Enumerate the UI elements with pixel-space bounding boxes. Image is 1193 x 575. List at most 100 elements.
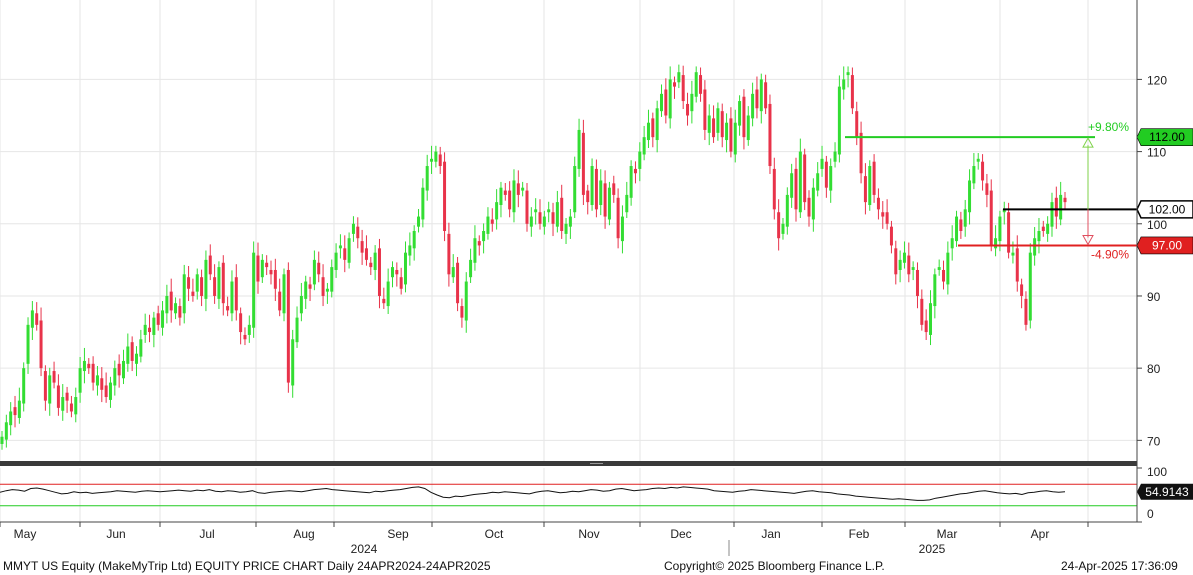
price-label-box [1136,200,1193,219]
candle-body [87,363,91,369]
candle-body [694,72,698,97]
candle-body [777,212,781,239]
candle-body [191,291,195,296]
candle-body [26,324,30,364]
candle-body [863,176,867,203]
candle-body [161,310,165,328]
candle-body [811,187,815,220]
candle-body [252,252,256,328]
candle-body [187,277,191,289]
candle-body [759,79,763,112]
candle-body [894,248,898,275]
candle-body [1033,238,1037,256]
candle-body [364,248,368,260]
candle-body [781,223,785,234]
candle-body [356,226,360,239]
candle-body [703,89,707,130]
candle-body [61,397,65,411]
candle-body [729,118,733,152]
candle-body [1007,212,1011,253]
candle-body [508,190,512,210]
candle-body [712,118,716,138]
candle-body [421,187,425,220]
candle-body [369,262,373,268]
candle-body [616,197,620,239]
axes: 70 80 90 100 110 120 100 0 May Jun Jul Aug Sep Oct Nov… [0,0,1167,556]
candle-body [898,259,902,270]
candle-body [395,269,399,275]
candle-body [13,407,17,416]
month-label: Jul [199,527,214,541]
price-label: 102.00 [1149,202,1186,216]
candle-body [477,241,481,246]
candle-body [386,281,390,307]
candle-body [1028,252,1032,321]
candle-body [816,173,820,191]
candle-body [755,89,759,109]
candle-body [338,245,342,249]
candle-body [295,317,299,343]
candle-body [646,122,650,141]
candle-body [551,212,555,224]
candle-body [968,180,972,213]
price-tick-label: 120 [1147,73,1167,87]
candle-body [65,392,69,401]
candle-body [390,267,394,278]
candle-body [564,223,568,234]
candle-body [746,115,750,141]
candle-body [920,298,924,325]
candle-body [907,255,911,275]
month-label: Jan [761,527,780,541]
candle-body [265,262,269,268]
month-label: Dec [670,527,691,541]
candle-body [1020,284,1024,296]
candle-body [733,122,737,155]
candle-body [525,190,529,224]
candle-body [994,238,998,249]
candle-body [91,363,95,383]
candle-body [234,277,238,311]
candle-body [751,93,755,119]
candle-body [325,288,329,292]
candle-body [22,368,26,404]
candle-body [408,245,412,256]
candle-body [989,190,993,246]
candle-body [837,86,841,155]
candle-body [4,422,8,440]
candle-body [425,166,429,191]
candle-body [130,342,134,361]
candle-body [377,248,381,296]
candle-body [764,82,768,109]
candle-body [790,173,794,198]
candle-body [915,269,919,296]
candle-body [273,269,277,289]
candle-body [100,378,104,390]
percent-label: -4.90% [1091,247,1129,261]
reference-lines: 112.00 +9.80% 102.00 97.00 -4.90% [845,120,1193,261]
candle-body [317,262,321,275]
candle-body [612,183,616,195]
candle-body [1002,209,1006,213]
candle-body [143,324,147,335]
candle-body [577,129,581,169]
candle-body [95,375,99,386]
candle-body [1011,252,1015,256]
candle-body [620,216,624,242]
candle-body [1041,226,1045,231]
candle-body [807,197,811,217]
candle-body [204,259,208,299]
candle-body [911,267,915,270]
candle-body [946,252,950,285]
candle-body [829,166,833,191]
month-label: Nov [578,527,599,541]
candle-body [182,274,186,314]
candle-body [963,209,967,227]
year-label: 2025 [919,542,946,556]
candle-body [972,166,976,184]
candle-body [312,259,316,285]
candle-body [534,209,538,213]
panel-separator [0,461,1137,466]
candle-body [447,233,451,275]
price-label: 97.00 [1152,238,1182,252]
candle-body [443,161,447,231]
